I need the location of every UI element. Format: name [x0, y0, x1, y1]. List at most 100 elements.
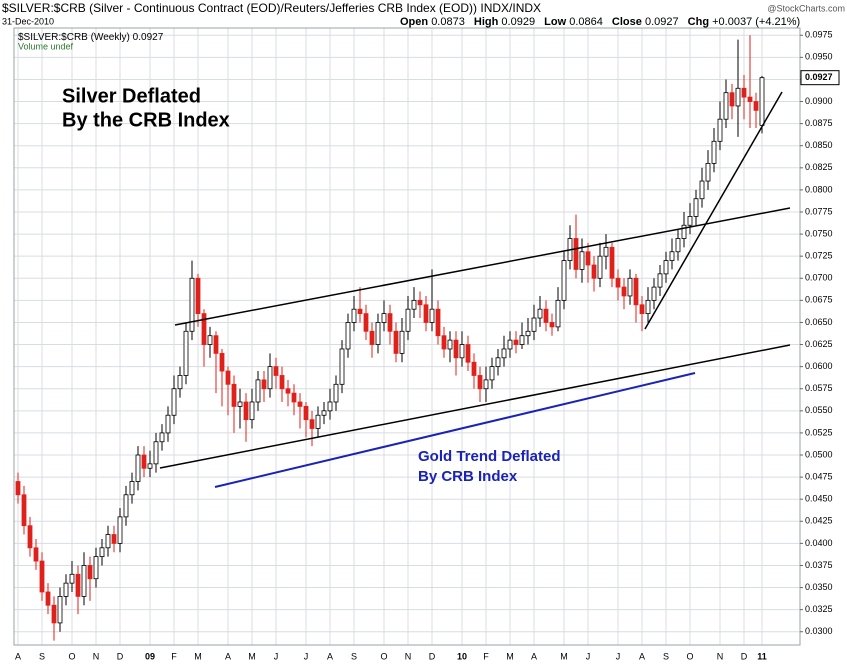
y-tick-label: 0.0375 [805, 560, 833, 570]
candle-body [537, 308, 543, 319]
candle-body [621, 286, 627, 297]
candle-body [591, 264, 597, 279]
candle-body [489, 366, 495, 381]
candle-body [183, 330, 189, 376]
candle-body [699, 180, 705, 200]
y-tick-label: 0.0500 [805, 449, 833, 459]
y-tick-label: 0.0600 [805, 361, 833, 371]
y-tick-label: 0.0900 [805, 96, 833, 106]
y-tick-label: 0.0725 [805, 251, 833, 261]
candle-body [69, 573, 75, 584]
candle-body [159, 432, 165, 443]
change-label: Chg [688, 16, 709, 28]
volume-note: Volume undef [18, 41, 74, 51]
candle-body [735, 87, 741, 107]
candle-body [51, 604, 57, 624]
candle-body [681, 224, 687, 239]
y-tick-label: 0.0400 [805, 538, 833, 548]
y-tick-label: 0.0825 [805, 162, 833, 172]
ohlc-label: Low [544, 16, 566, 28]
candle-body [21, 494, 27, 527]
ohlc-value: 0.0864 [569, 16, 603, 28]
chart-title: $SILVER:$CRB (Silver - Continuous Contra… [2, 1, 541, 15]
x-tick-label: J [304, 651, 309, 661]
candle-body [249, 401, 255, 421]
candle-body [111, 534, 117, 544]
y-tick-label: 0.0475 [805, 471, 833, 481]
candle-body [657, 273, 663, 288]
candle-body [129, 481, 135, 496]
candle-body [453, 339, 459, 359]
y-tick-label: 0.0550 [805, 405, 833, 415]
candle-body [495, 357, 501, 368]
candle-body [531, 317, 537, 332]
candle-body [687, 216, 693, 226]
gold-trend-line [214, 372, 696, 488]
candle-body [291, 392, 297, 403]
x-tick-label: A [639, 651, 645, 661]
candle-body [747, 96, 753, 102]
x-tick-label: 10 [457, 651, 467, 661]
candle-body [147, 463, 153, 469]
candle-body [759, 77, 765, 126]
candle-body [351, 308, 357, 323]
ohlc-label: Close [612, 16, 642, 28]
candle-body [399, 330, 405, 354]
date: 31-Dec-2010 [2, 16, 54, 26]
trend-line [159, 344, 791, 469]
x-tick-label: A [15, 651, 21, 661]
candle-body [117, 516, 123, 544]
candles [15, 35, 765, 641]
candle-body [45, 591, 51, 606]
candle-body [549, 322, 555, 328]
candle-body [369, 330, 375, 345]
x-tick-label: N [405, 651, 412, 661]
y-tick-label: 0.0675 [805, 295, 833, 305]
ohlc-value: 0.0927 [645, 16, 679, 28]
ohlc-value: 0.0873 [431, 16, 465, 28]
candle-body [597, 255, 603, 279]
x-tick-label: D [741, 651, 748, 661]
candle-body [561, 260, 567, 301]
y-tick-label: 0.0875 [805, 118, 833, 128]
candle-body [477, 375, 483, 390]
y-tick-label: 0.0450 [805, 494, 833, 504]
candle-body [123, 494, 129, 518]
candle-body [93, 556, 99, 580]
candle-body [507, 339, 513, 350]
x-tick-label: O [686, 651, 693, 661]
candle-body [447, 339, 453, 350]
candle-body [375, 322, 381, 345]
x-tick-label: O [380, 651, 387, 661]
candle-body [429, 308, 435, 323]
candle-body [609, 246, 615, 279]
candle-body [327, 401, 333, 412]
x-tick-label: M [506, 651, 514, 661]
candle-body [279, 375, 285, 390]
candle-body [231, 383, 237, 407]
candle-body [357, 308, 363, 315]
candle-body [345, 322, 351, 350]
candle-body [705, 162, 711, 182]
candle-body [483, 379, 489, 390]
x-tick-label: S [39, 651, 45, 661]
candle-body [501, 348, 507, 359]
candle-body [57, 595, 63, 624]
candle-body [519, 335, 525, 345]
y-tick-label: 0.0625 [805, 339, 833, 349]
candle-body [165, 414, 171, 434]
y-tick-label: 0.0975 [805, 30, 833, 40]
x-tick-label: 11 [757, 651, 767, 661]
candle-body [741, 87, 747, 98]
candle-body [441, 335, 447, 350]
candle-body [459, 344, 465, 359]
candle-body [573, 238, 579, 270]
candle-body [255, 379, 261, 403]
candle-body [585, 251, 591, 266]
candle-body [513, 339, 519, 345]
candle-body [615, 277, 621, 288]
change-value: +0.0037 (+4.21%) [712, 16, 800, 28]
trend-line [644, 91, 783, 330]
